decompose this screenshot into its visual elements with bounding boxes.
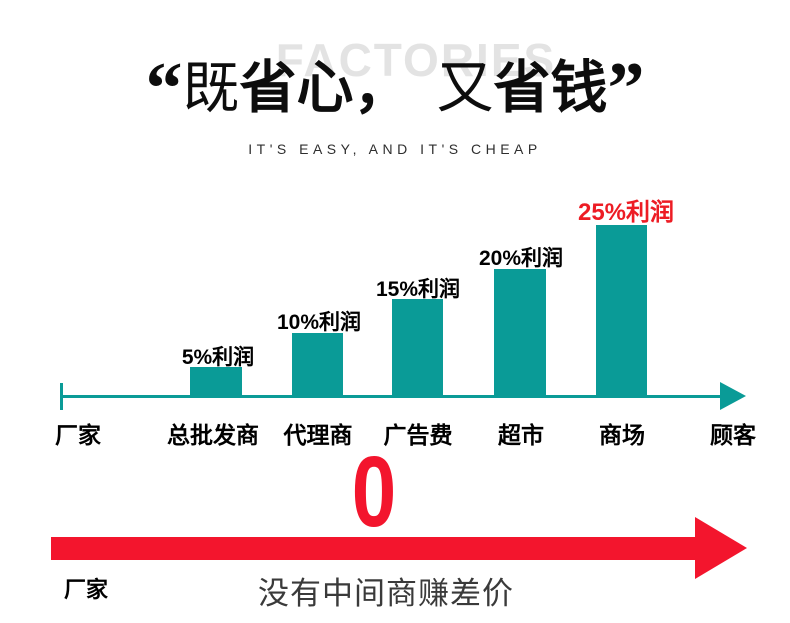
bar-agent bbox=[292, 333, 343, 395]
x-axis-line bbox=[60, 395, 722, 398]
open-quote-mark: “ bbox=[145, 48, 183, 130]
bar-value-label-5: 5%利润 bbox=[181, 346, 255, 369]
bar-mall bbox=[596, 225, 647, 395]
zero-digit: 0 bbox=[351, 436, 397, 548]
bottom-factory-label: 厂家 bbox=[64, 577, 109, 602]
title-shengqian: 省钱 bbox=[493, 57, 608, 120]
red-arrow-shaft bbox=[51, 537, 696, 560]
bar-supermarket bbox=[494, 269, 546, 395]
close-quote-mark: ” bbox=[607, 48, 645, 130]
axis-label-advertising: 广告费 bbox=[383, 422, 453, 448]
x-axis-left-tick bbox=[60, 383, 63, 410]
axis-label-wholesaler: 总批发商 bbox=[167, 422, 259, 448]
bar-advertising bbox=[392, 299, 443, 395]
bar-value-label-10: 10%利润 bbox=[276, 311, 362, 334]
axis-label-supermarket: 超市 bbox=[498, 422, 544, 448]
title-char-you: 又 bbox=[436, 57, 494, 120]
axis-label-customer: 顾客 bbox=[710, 422, 756, 448]
bar-value-label-25: 25%利润 bbox=[577, 199, 675, 226]
page-title: “既省心， 又省钱” bbox=[0, 46, 790, 126]
axis-label-mall: 商场 bbox=[599, 422, 645, 448]
subtitle-english: IT'S EASY, AND IT'S CHEAP bbox=[248, 141, 542, 157]
factories-watermark: FACTORIES bbox=[275, 34, 557, 86]
axis-label-factory: 厂家 bbox=[55, 422, 101, 448]
axis-label-agent: 代理商 bbox=[283, 422, 353, 448]
no-middleman-slogan: 没有中间商赚差价 bbox=[258, 576, 514, 611]
bar-value-label-20: 20%利润 bbox=[478, 247, 564, 270]
title-comma: ， bbox=[353, 57, 411, 120]
x-axis-arrowhead-icon bbox=[720, 382, 746, 410]
bar-wholesaler bbox=[190, 367, 242, 395]
title-char-ji: 既 bbox=[182, 57, 240, 120]
red-arrow-head-icon bbox=[695, 517, 747, 579]
bar-value-label-15: 15%利润 bbox=[375, 278, 461, 301]
title-shengxin: 省心 bbox=[239, 57, 354, 120]
